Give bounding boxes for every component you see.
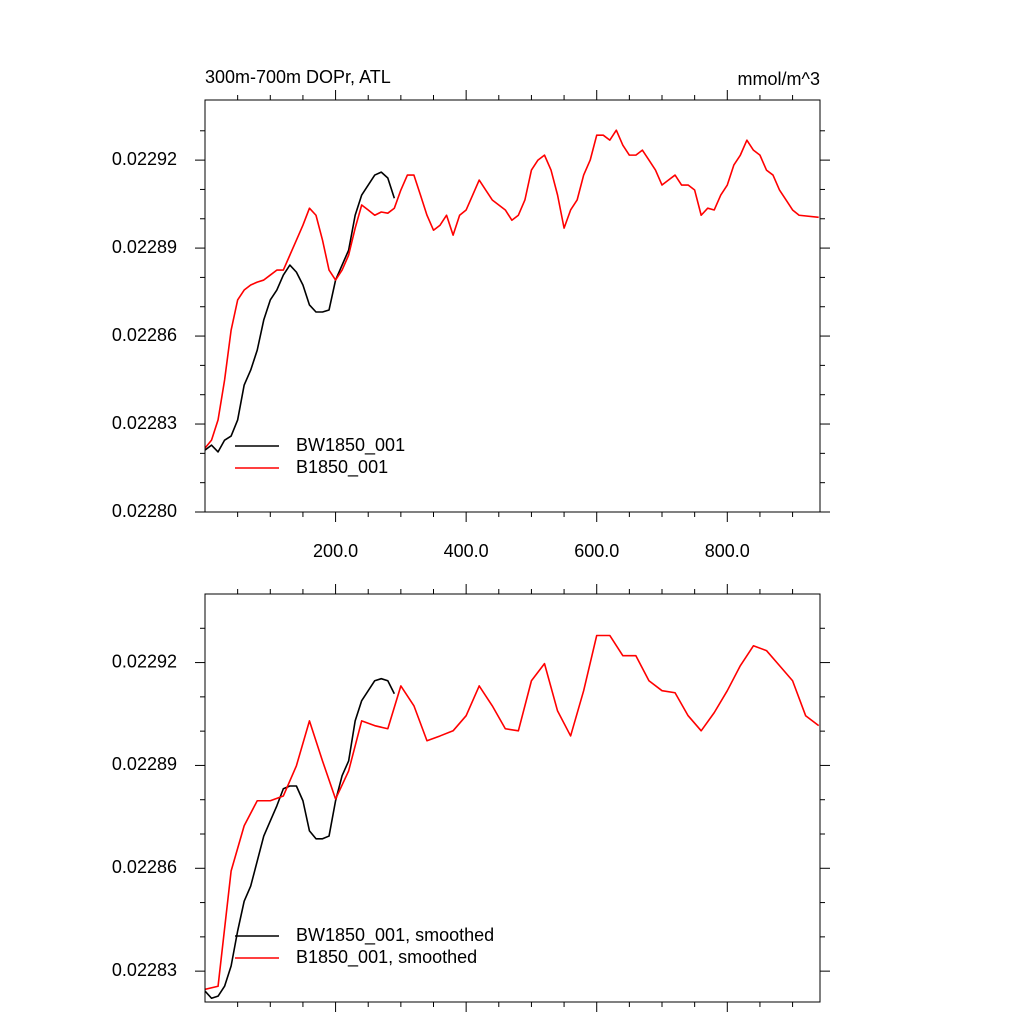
y-tick-label: 0.02292 [112,149,177,169]
legend-label: B1850_001 [296,457,388,478]
x-tick-label: 200.0 [313,541,358,561]
y-tick-label: 0.02286 [112,857,177,877]
series-line [205,677,396,1000]
y-tick-label: 0.02283 [112,960,177,980]
legend-label: BW1850_001 [296,435,405,456]
series-line [205,129,819,449]
series-line [205,171,396,453]
x-tick-label: 600.0 [574,541,619,561]
y-tick-label: 0.02280 [112,501,177,521]
x-tick-label: 400.0 [444,541,489,561]
chart-units: mmol/m^3 [738,69,820,89]
series-line [205,634,820,991]
x-tick-label: 800.0 [705,541,750,561]
legend-label: B1850_001, smoothed [296,947,477,968]
y-tick-label: 0.02286 [112,325,177,345]
y-tick-label: 0.02283 [112,413,177,433]
y-tick-label: 0.02289 [112,754,177,774]
plot-frame [204,99,821,513]
chart-title: 300m-700m DOPr, ATL [205,67,391,87]
y-tick-label: 0.02292 [112,651,177,671]
legend-label: BW1850_001, smoothed [296,925,494,946]
plot-frame [204,593,821,1003]
y-tick-label: 0.02289 [112,237,177,257]
